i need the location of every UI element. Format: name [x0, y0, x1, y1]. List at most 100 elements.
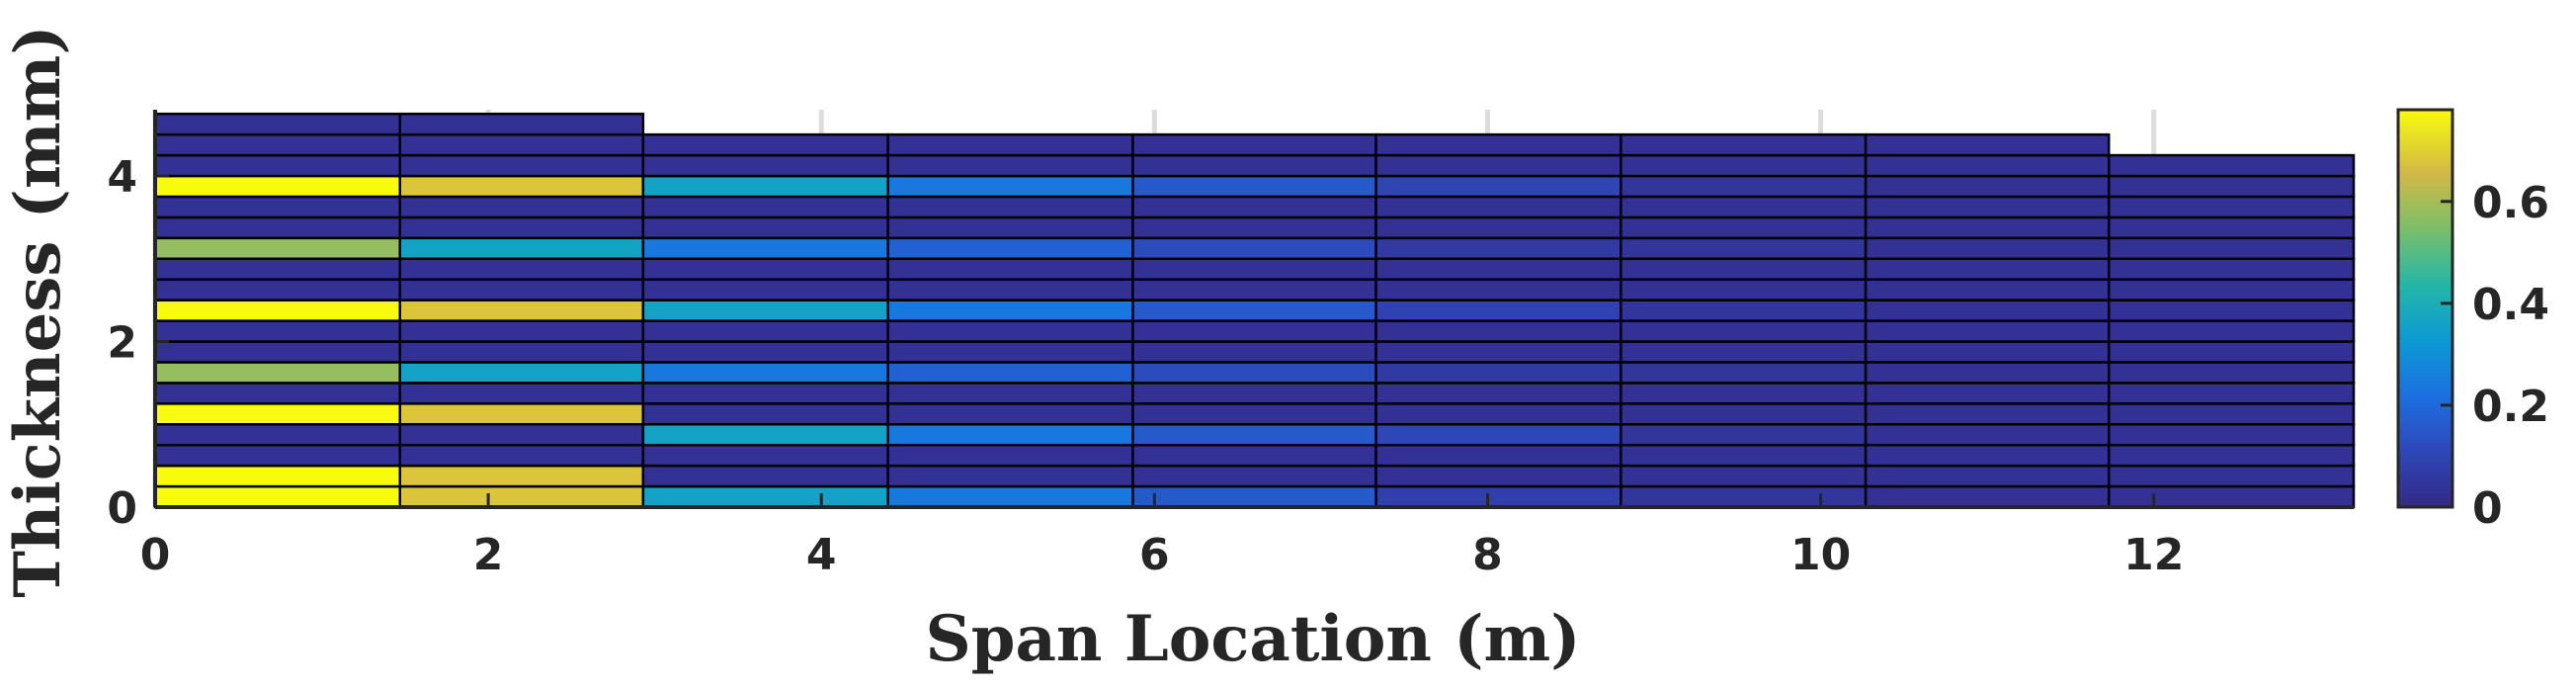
- heatmap-cell: [1374, 361, 1622, 385]
- heatmap-cell: [1864, 216, 2111, 240]
- heatmap-cell: [1131, 423, 1377, 447]
- heatmap-cell: [1620, 361, 1868, 385]
- heatmap-cell: [641, 278, 889, 302]
- heatmap-cell: [153, 340, 402, 364]
- y-tick-label: 2: [107, 318, 137, 369]
- heatmap-cell: [153, 423, 402, 447]
- x-tick-label: 0: [140, 530, 171, 580]
- heatmap-cell: [1620, 174, 1868, 199]
- heatmap-cell: [1131, 132, 1377, 157]
- heatmap-cell: [398, 132, 645, 157]
- heatmap-cell: [1374, 484, 1622, 509]
- heatmap-cell: [398, 153, 645, 178]
- heatmap-cell: [153, 195, 402, 219]
- heatmap-cell: [886, 340, 1134, 364]
- heatmap-cell: [1864, 153, 2111, 178]
- heatmap-cell: [886, 484, 1134, 509]
- heatmap-cell: [886, 216, 1134, 240]
- heatmap-cell: [2107, 484, 2356, 509]
- heatmap-cell: [1620, 443, 1868, 468]
- heatmap-cell: [2107, 257, 2356, 281]
- heatmap-cell: [886, 382, 1134, 405]
- heatmap-cell: [1374, 299, 1622, 322]
- heatmap-cell: [641, 340, 889, 364]
- heatmap-cell: [1864, 195, 2111, 219]
- heatmap-cell: [1131, 484, 1377, 509]
- heatmap-cell: [641, 236, 889, 260]
- x-tick-label: 12: [2123, 530, 2184, 580]
- heatmap-cell: [2107, 382, 2356, 405]
- heatmap-cell: [2107, 216, 2356, 240]
- heatmap-cell: [153, 402, 402, 426]
- colorbar-tick-label: 0: [2472, 483, 2503, 534]
- heatmap-cell: [641, 402, 889, 426]
- heatmap-cell: [398, 299, 645, 322]
- heatmap-cell: [153, 112, 402, 136]
- heatmap-cell: [1620, 340, 1868, 364]
- heatmap-cell: [398, 257, 645, 281]
- heatmap-cell: [2107, 423, 2356, 447]
- heatmap-cell: [1374, 423, 1622, 447]
- heatmap-cell: [886, 174, 1134, 199]
- colorbar-ticks: 0 0.2 0.4 0.6: [2441, 178, 2549, 534]
- heatmap-cell: [2107, 174, 2356, 199]
- heatmap-cell: [1864, 484, 2111, 509]
- heatmap-cell: [886, 423, 1134, 447]
- heatmap-cell: [2107, 319, 2356, 343]
- heatmap-cell: [641, 299, 889, 322]
- heatmap-cell: [886, 236, 1134, 260]
- heatmap-cell: [2107, 236, 2356, 260]
- heatmap-cell: [398, 236, 645, 260]
- heatmap-cell: [641, 484, 889, 509]
- heatmap-cell: [398, 443, 645, 468]
- heatmap-cell: [886, 319, 1134, 343]
- heatmap-cell: [153, 216, 402, 240]
- colorbar-tick-label: 0.2: [2472, 382, 2549, 432]
- heatmap-cell: [1374, 340, 1622, 364]
- heatmap-cell: [641, 382, 889, 405]
- heatmap-cells: [153, 112, 2356, 509]
- heatmap-cell: [2107, 340, 2356, 364]
- heatmap-cell: [886, 195, 1134, 219]
- heatmap-cell: [1131, 153, 1377, 178]
- heatmap-cell: [1131, 216, 1377, 240]
- heatmap-cell: [1374, 278, 1622, 302]
- heatmap-cell: [1864, 443, 2111, 468]
- heatmap-cell: [1864, 361, 2111, 385]
- heatmap-cell: [398, 361, 645, 385]
- x-tick-label: 4: [806, 530, 837, 580]
- heatmap-cell: [886, 132, 1134, 157]
- heatmap-cell: [398, 464, 645, 488]
- heatmap-cell: [1864, 382, 2111, 405]
- heatmap-cell: [1620, 257, 1868, 281]
- heatmap-cell: [153, 174, 402, 199]
- heatmap-cell: [398, 382, 645, 405]
- heatmap-cell: [1374, 236, 1622, 260]
- heatmap-cell: [641, 195, 889, 219]
- heatmap-cell: [641, 257, 889, 281]
- heatmap-cell: [153, 361, 402, 385]
- heatmap-cell: [641, 361, 889, 385]
- heatmap-cell: [641, 423, 889, 447]
- heatmap-cell: [2107, 299, 2356, 322]
- heatmap-cell: [1864, 423, 2111, 447]
- heatmap-cell: [886, 278, 1134, 302]
- heatmap-cell: [886, 402, 1134, 426]
- x-tick-label: 2: [473, 530, 504, 580]
- heatmap-cell: [1131, 174, 1377, 199]
- heatmap-cell: [1374, 257, 1622, 281]
- heatmap-cell: [1864, 299, 2111, 322]
- heatmap-cell: [153, 257, 402, 281]
- heatmap-cell: [886, 299, 1134, 322]
- heatmap-cell: [1620, 132, 1868, 157]
- heatmap-cell: [1374, 402, 1622, 426]
- x-tick-labels: 0 2 4 6 8 10 12: [140, 493, 2184, 580]
- heatmap-cell: [1131, 257, 1377, 281]
- heatmap-cell: [1131, 299, 1377, 322]
- heatmap-cell: [153, 443, 402, 468]
- heatmap-cell: [1131, 236, 1377, 260]
- heatmap-cell: [1131, 361, 1377, 385]
- heatmap-cell: [1131, 340, 1377, 364]
- heatmap-cell: [2107, 443, 2356, 468]
